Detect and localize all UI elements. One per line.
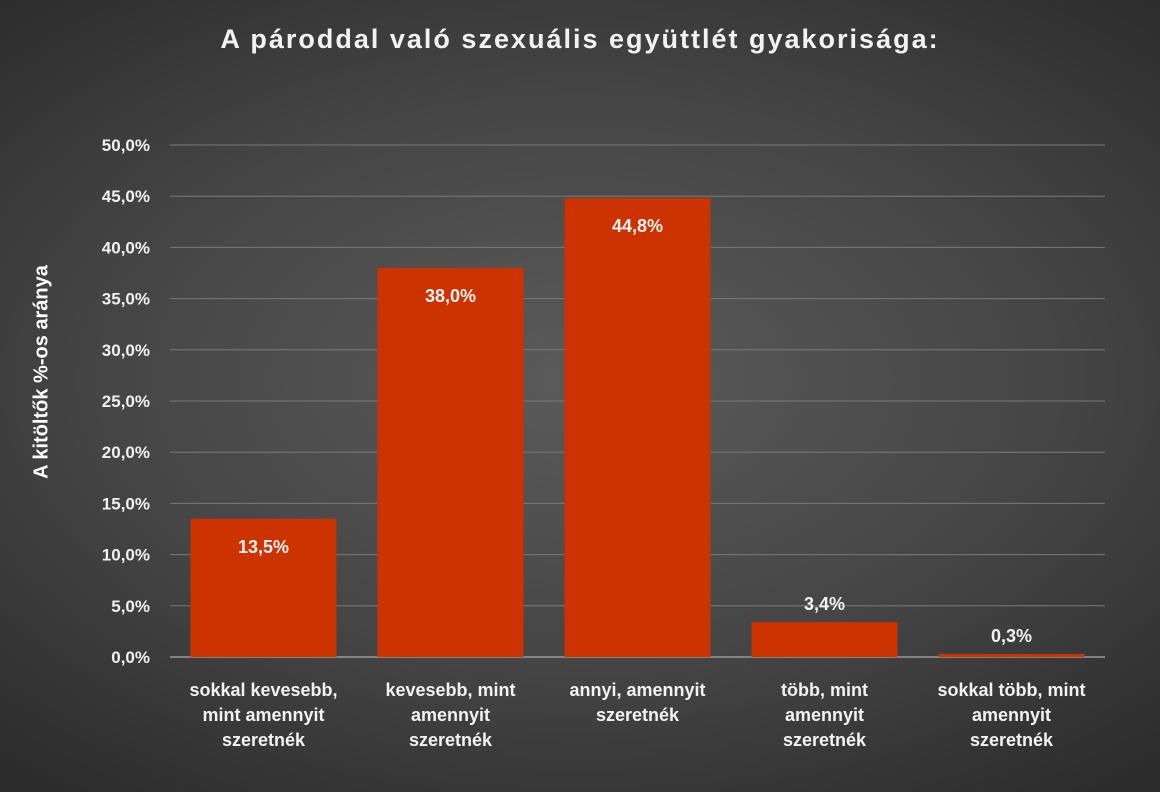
bar-data-label: 38,0% xyxy=(425,286,476,306)
bar-data-label: 44,8% xyxy=(612,216,663,236)
bar xyxy=(938,653,1085,657)
y-tick-label: 0,0% xyxy=(111,648,150,667)
chart-title: A pároddal való szexuális együttlét gyak… xyxy=(220,24,940,54)
y-tick-label: 5,0% xyxy=(111,597,150,616)
y-tick-label: 45,0% xyxy=(102,187,150,206)
data-labels: 13,5% 38,0% 44,8% 3,4% 0,3% xyxy=(238,216,1032,646)
y-axis-ticks: 0,0% 5,0% 10,0% 15,0% 20,0% 25,0% 30,0% 35,0% 40… xyxy=(102,136,150,667)
bar-data-label: 0,3% xyxy=(991,626,1032,646)
bar xyxy=(190,518,337,657)
y-tick-label: 25,0% xyxy=(102,392,150,411)
x-category-label: annyi, amennyit szeretnék xyxy=(569,680,705,725)
bar-data-label: 3,4% xyxy=(804,594,845,614)
y-tick-label: 50,0% xyxy=(102,136,150,155)
y-tick-label: 20,0% xyxy=(102,443,150,462)
bars xyxy=(190,198,1085,658)
bar-data-label: 13,5% xyxy=(238,537,289,557)
x-category-label: sokkal több, mint amennyit szeretnék xyxy=(937,680,1085,750)
y-tick-label: 15,0% xyxy=(102,494,150,513)
y-tick-label: 30,0% xyxy=(102,341,150,360)
bar xyxy=(377,267,524,657)
bar xyxy=(564,198,711,658)
y-tick-label: 40,0% xyxy=(102,238,150,257)
x-category-label: több, mint amennyit szeretnék xyxy=(781,680,868,750)
x-axis-categories: sokkal kevesebb, mint amennyit szeretnék ke… xyxy=(189,680,1085,750)
y-tick-label: 10,0% xyxy=(102,546,150,565)
x-category-label: sokkal kevesebb, mint amennyit szeretnék xyxy=(189,680,337,750)
y-tick-label: 35,0% xyxy=(102,290,150,309)
x-category-label: kevesebb, mint amennyit szeretnék xyxy=(385,680,515,750)
bar xyxy=(751,622,898,657)
